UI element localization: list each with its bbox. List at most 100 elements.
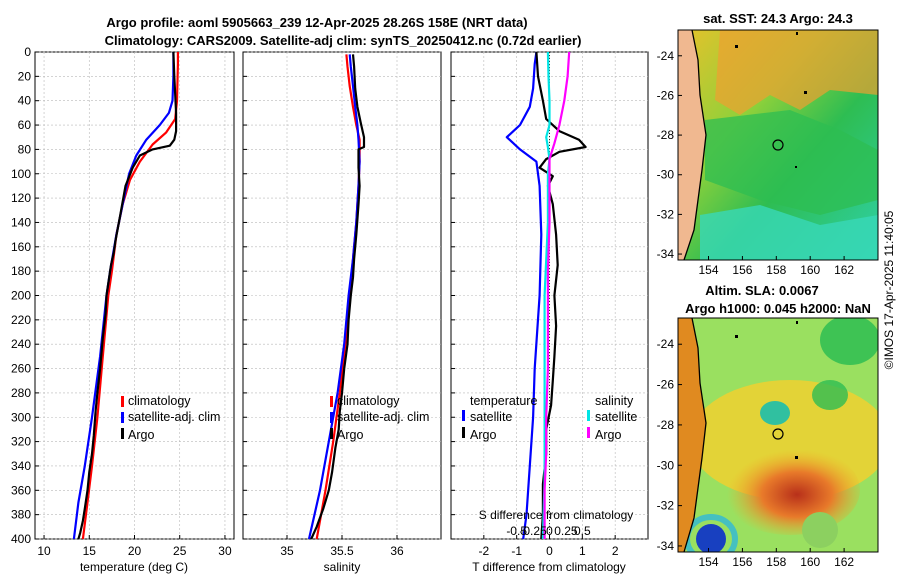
x-tick-label: 30	[218, 544, 232, 558]
map-x-tick-label: 154	[698, 555, 718, 569]
sst-island-4	[795, 166, 797, 168]
map-x-tick-label: 160	[800, 555, 820, 569]
sla-green-eddy-3	[812, 380, 848, 410]
sla-coastline	[683, 318, 707, 552]
sst-island-2	[804, 91, 807, 94]
sla-float-marker	[772, 428, 784, 440]
map-y-tick-label: -28	[657, 128, 675, 142]
sst-island-3	[796, 32, 798, 35]
sla-green-eddy-4	[802, 512, 838, 548]
legend-swatch-t-satellite	[462, 410, 465, 421]
sst-map: sat. SST: 24.3 Argo: 24.3 154 156 158 160 16…	[657, 11, 879, 277]
legend-swatch-climatology	[121, 396, 124, 407]
legend-swatch-argo	[330, 428, 333, 439]
y-tick-label: 20	[18, 69, 32, 83]
map-y-tick-label: -28	[657, 418, 675, 432]
sla-map-tick-labels: 154 156 158 160 162 -24 -26 -28 -30 -32 -34	[657, 337, 855, 569]
legend-swatch-climatology	[330, 396, 333, 407]
y-tick-label: 380	[11, 508, 31, 522]
sla-red-eddy	[720, 445, 860, 535]
legend-label-satellite: satellite-adj. clim	[337, 410, 429, 424]
x-tick-label: 35.5	[330, 544, 354, 558]
map-x-tick-label: 162	[834, 263, 854, 277]
sla-island-3	[795, 456, 798, 459]
map-y-tick-label: -24	[657, 49, 675, 63]
map-x-tick-label: 158	[766, 263, 786, 277]
copyright-label: ©IMOS 17-Apr-2025 11:40:05	[882, 210, 896, 369]
sst-warm-patch	[715, 30, 878, 115]
s-tick-label: -0.25	[519, 524, 547, 538]
s-difference-tick-labels: -0.5-0.25 0 0.250.5	[506, 524, 591, 538]
y-tick-label: 200	[11, 289, 31, 303]
y-tick-label: 120	[11, 191, 31, 205]
salinity-panel: 35 35.5 36 salinity climatology satellite-…	[242, 51, 442, 574]
difference-x-label: T difference from climatology	[472, 560, 626, 574]
sst-island-1	[735, 45, 738, 48]
legend-swatch-t-argo	[462, 427, 465, 438]
legend-label-s-satellite: satellite	[595, 410, 637, 424]
s-tick-label: 0.25	[554, 524, 578, 538]
salinity-x-label: salinity	[324, 560, 361, 574]
x-tick-label: 25	[173, 544, 187, 558]
series-line-argo	[77, 51, 178, 540]
temperature-panel: 0 20 40 60 80 100 120 140 160 180 200 220 240 260 280 3…	[11, 45, 235, 574]
map-x-tick-label: 160	[800, 263, 820, 277]
series-line-t-satellite	[505, 51, 543, 540]
temperature-tick-labels: 0 20 40 60 80 100 120 140 160 180 200 220 240 260 280 3…	[11, 45, 232, 558]
map-y-tick-label: -32	[657, 499, 675, 513]
salinity-legend: climatology satellite-adj. clim Argo	[330, 394, 429, 442]
s-tick-label: 0	[546, 524, 553, 538]
y-tick-label: 100	[11, 167, 31, 181]
legend-swatch-satellite	[330, 412, 333, 423]
legend-label-t-argo: Argo	[470, 428, 496, 442]
y-tick-label: 40	[18, 94, 32, 108]
x-tick-label: 1	[579, 544, 586, 558]
y-tick-label: 140	[11, 215, 31, 229]
map-x-tick-label: 162	[834, 555, 854, 569]
y-tick-label: 160	[11, 240, 31, 254]
s-difference-label: S difference from climatology	[479, 508, 634, 522]
title-line-2: Climatology: CARS2009. Satellite-adj cli…	[105, 33, 582, 48]
y-tick-label: 360	[11, 483, 31, 497]
map-x-tick-label: 156	[732, 555, 752, 569]
map-y-tick-label: -26	[657, 88, 675, 102]
y-tick-label: 260	[11, 362, 31, 376]
x-tick-label: 0	[546, 544, 553, 558]
s-tick-label: 0.5	[574, 524, 591, 538]
x-tick-label: 15	[83, 544, 97, 558]
sla-map-title-2: Argo h1000: 0.045 h2000: NaN	[685, 301, 871, 316]
difference-profiles	[505, 51, 587, 540]
series-line-satellite-adj-clim	[307, 54, 361, 540]
temperature-legend: climatology satellite-adj. clim Argo	[121, 394, 220, 442]
sla-green-eddy-2	[760, 401, 790, 425]
legend-swatch-s-argo	[587, 427, 590, 438]
map-y-tick-label: -32	[657, 207, 675, 221]
sst-map-frame	[677, 29, 879, 261]
series-line-argo	[310, 54, 366, 540]
legend-label-s-argo: Argo	[595, 428, 621, 442]
y-tick-label: 400	[11, 532, 31, 546]
map-x-tick-label: 156	[732, 263, 752, 277]
map-y-tick-label: -34	[657, 247, 675, 261]
difference-tick-labels: -2 -1 0 1 2	[451, 51, 619, 558]
map-y-tick-label: -30	[657, 168, 675, 182]
salinity-tick-labels: 35 35.5 36	[243, 51, 404, 558]
difference-legend: temperature salinity satellite Argo sate…	[462, 394, 637, 442]
sst-float-marker	[772, 139, 784, 151]
sst-coastline	[683, 30, 707, 260]
legend-label-t-satellite: satellite	[470, 410, 512, 424]
sla-island-1	[735, 335, 738, 338]
sla-map-title-1: Altim. SLA: 0.0067	[705, 283, 818, 298]
title-line-1: Argo profile: aoml 5905663_239 12-Apr-20…	[106, 15, 527, 30]
temperature-gridlines	[35, 51, 234, 540]
sla-map-frame	[677, 317, 879, 553]
s-tick-label: -0.5	[506, 524, 527, 538]
series-line-s-argo	[543, 51, 571, 539]
sst-map-tick-labels: 154 156 158 160 162 -24 -26 -28 -30 -32 -34	[657, 49, 855, 277]
temperature-x-label: temperature (deg C)	[80, 560, 188, 574]
legend-label-satellite: satellite-adj. clim	[128, 410, 220, 424]
y-tick-label: 180	[11, 264, 31, 278]
legend-swatch-satellite	[121, 412, 124, 423]
difference-panel: -2 -1 0 1 2 T difference from climatology S …	[450, 51, 649, 574]
sla-map: Altim. SLA: 0.0067 Argo h1000: 0.045 h20…	[657, 283, 879, 569]
